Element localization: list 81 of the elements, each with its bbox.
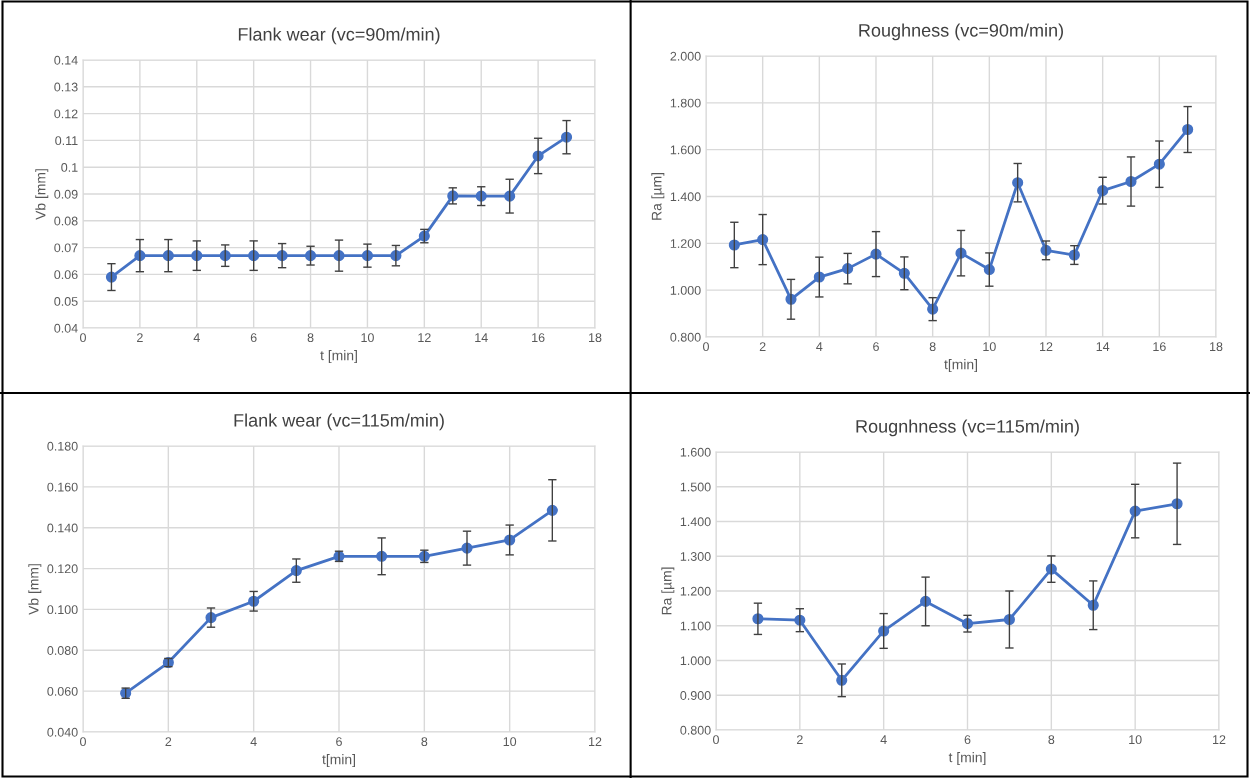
x-tick-label: 16 [532,333,545,343]
y-tick-label: 0.100 [47,605,78,615]
y-tick-label: 1.000 [670,285,701,295]
y-tick-label: 0.140 [47,523,78,533]
x-tick-label: 0 [80,333,86,343]
x-tick-label: 8 [1048,735,1055,745]
x-axis-title: t [min] [948,752,986,766]
x-tick-label: 0 [703,342,709,352]
x-tick-label: 2 [165,737,172,746]
y-tick-label: 1.200 [680,586,711,596]
y-axis-title: Ra [µm] [661,567,675,615]
x-tick-label: 4 [250,737,257,746]
x-tick-label: 4 [880,735,887,744]
chart-title: Rougnhness (vc=115m/min) [856,419,1079,437]
y-tick-label: 1.200 [670,239,701,248]
x-tick-label: 12 [1040,342,1053,351]
x-tick-label: 10 [503,737,517,747]
x-tick-label: 16 [1153,342,1166,352]
y-tick-label: 1.400 [680,517,711,527]
y-tick-label: 0.09 [54,189,78,199]
x-tick-label: 6 [964,735,971,745]
y-axis-title: Ra [µm] [651,173,665,220]
x-tick-label: 4 [816,342,823,351]
x-tick-label: 0 [80,737,86,747]
x-tick-label: 10 [361,333,374,343]
y-tick-label: 0.05 [54,297,78,306]
y-tick-label: 0.160 [47,482,78,492]
y-tick-label: 0.1 [61,163,78,172]
x-tick-label: 6 [250,333,257,343]
x-axis-title: t[min] [322,754,355,768]
x-tick-label: 8 [929,342,936,352]
x-tick-label: 14 [475,333,488,342]
x-tick-label: 2 [796,735,803,744]
y-tick-label: 1.300 [680,552,711,561]
y-tick-label: 0.180 [47,441,78,451]
x-axis-title: t [min] [320,350,357,364]
x-axis-title: t[min] [944,359,977,373]
x-tick-label: 4 [193,333,200,342]
x-tick-label: 6 [336,737,342,747]
chart-title: Roughness (vc=90m/min) [859,23,1063,41]
y-tick-label: 0.120 [47,564,78,574]
y-tick-label: 0.060 [47,686,78,696]
x-tick-label: 12 [418,333,431,342]
x-tick-label: 10 [1129,735,1142,745]
y-tick-label: 1.500 [680,482,711,492]
y-tick-label: 0.900 [680,691,711,700]
y-tick-label: 0.12 [54,109,78,119]
y-tick-label: 0.08 [54,216,78,226]
y-tick-label: 2.000 [670,51,701,61]
x-tick-label: 18 [589,333,602,343]
y-tick-label: 0.080 [47,646,78,655]
y-tick-label: 0.04 [54,323,78,333]
x-tick-label: 2 [137,333,143,342]
y-tick-label: 0.07 [54,243,78,253]
y-tick-label: 1.100 [680,621,711,631]
y-tick-label: 1.000 [680,656,711,666]
y-tick-label: 1.600 [670,145,701,155]
y-tick-label: 1.800 [670,98,701,108]
y-tick-label: 1.600 [680,447,711,457]
x-tick-label: 14 [1096,342,1110,351]
y-tick-label: 0.14 [54,55,78,65]
x-tick-label: 8 [307,333,314,343]
y-tick-label: 0.800 [680,725,711,735]
y-tick-label: 0.040 [47,727,78,737]
x-tick-label: 12 [1213,735,1226,744]
x-tick-label: 10 [983,342,996,352]
chart-title: Flank wear (vc=90m/min) [238,27,440,45]
x-tick-label: 12 [589,737,602,746]
y-tick-label: 0.11 [55,136,78,146]
y-tick-label: 0.800 [670,332,701,342]
y-axis-title: Vb [mm] [28,564,42,615]
y-tick-label: 0.13 [54,82,78,92]
x-tick-label: 0 [713,735,719,745]
y-tick-label: 1.400 [670,192,701,202]
y-axis-title: Vb [mm] [35,169,49,220]
x-tick-label: 6 [873,342,879,352]
x-tick-label: 18 [1210,342,1223,352]
y-tick-label: 0.06 [54,270,78,280]
x-tick-label: 2 [759,342,766,351]
chart-title: Flank wear (vc=115m/min) [234,413,444,431]
x-tick-label: 8 [421,737,428,747]
